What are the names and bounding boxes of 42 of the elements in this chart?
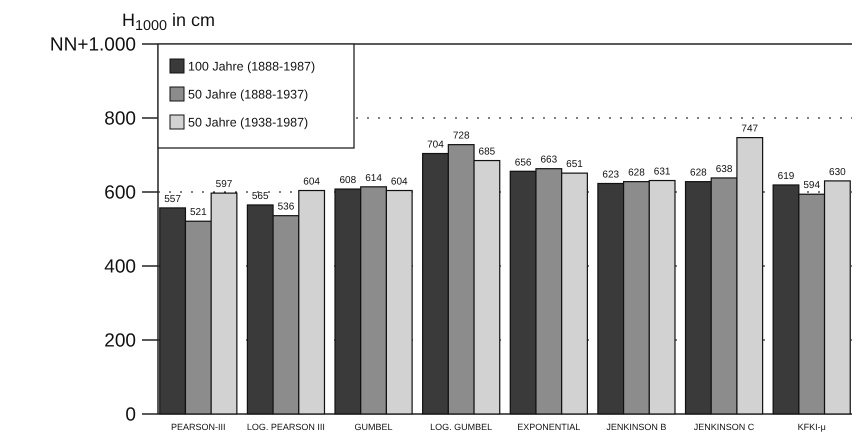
x-tick-label: EXPONENTIAL [517,422,580,432]
data-label: 631 [654,166,671,178]
x-tick-label: LOG. GUMBEL [430,422,492,432]
data-label: 747 [741,124,759,135]
x-tick-label: LOG. PEARSON III [246,422,325,432]
x-tick-label: JENKINSON B [606,422,666,432]
data-label: 565 [252,190,270,202]
data-label: 728 [452,130,470,142]
data-label: 663 [540,154,558,166]
y-tick-label: 800 [104,108,136,130]
data-label: 536 [278,202,295,213]
data-label: 521 [190,207,208,218]
y-tick-label: 200 [104,330,136,352]
data-label: 604 [390,176,408,188]
data-label: 704 [427,140,444,151]
data-label: 651 [566,159,584,170]
x-tick-label: JENKINSON C [694,422,755,432]
data-label: 656 [514,157,532,168]
y-axis-title: H$_{1000}$ in cm [122,10,216,34]
data-label: 594 [803,180,820,192]
data-label: 557 [164,194,182,205]
y-tick-label: NN+1.000 [50,34,136,56]
data-label: 638 [716,164,733,175]
x-tick-label: GUMBEL [354,422,393,432]
legend-label: 50 Jahre (1888-1937) [188,87,308,102]
data-label: 604 [303,176,320,188]
data-label: 628 [628,168,646,179]
data-label: 623 [602,169,620,180]
x-tick-label: PEARSON-III [171,422,226,432]
data-label: 619 [778,170,795,182]
data-label: 630 [829,166,846,178]
legend-label: 50 Jahre (1938-1987) [188,115,308,130]
x-tick-label: KFKI-μ [798,422,826,432]
y-tick-label: 400 [104,256,136,278]
data-label: 608 [340,175,357,186]
data-label: 685 [478,146,496,158]
data-label: 597 [216,179,233,190]
data-label: 628 [690,168,708,179]
data-label: 614 [365,172,382,184]
y-tick-label: 0 [125,404,136,426]
y-tick-label: 600 [104,182,136,204]
legend-label: 100 Jahre (1888-1987) [188,59,316,74]
